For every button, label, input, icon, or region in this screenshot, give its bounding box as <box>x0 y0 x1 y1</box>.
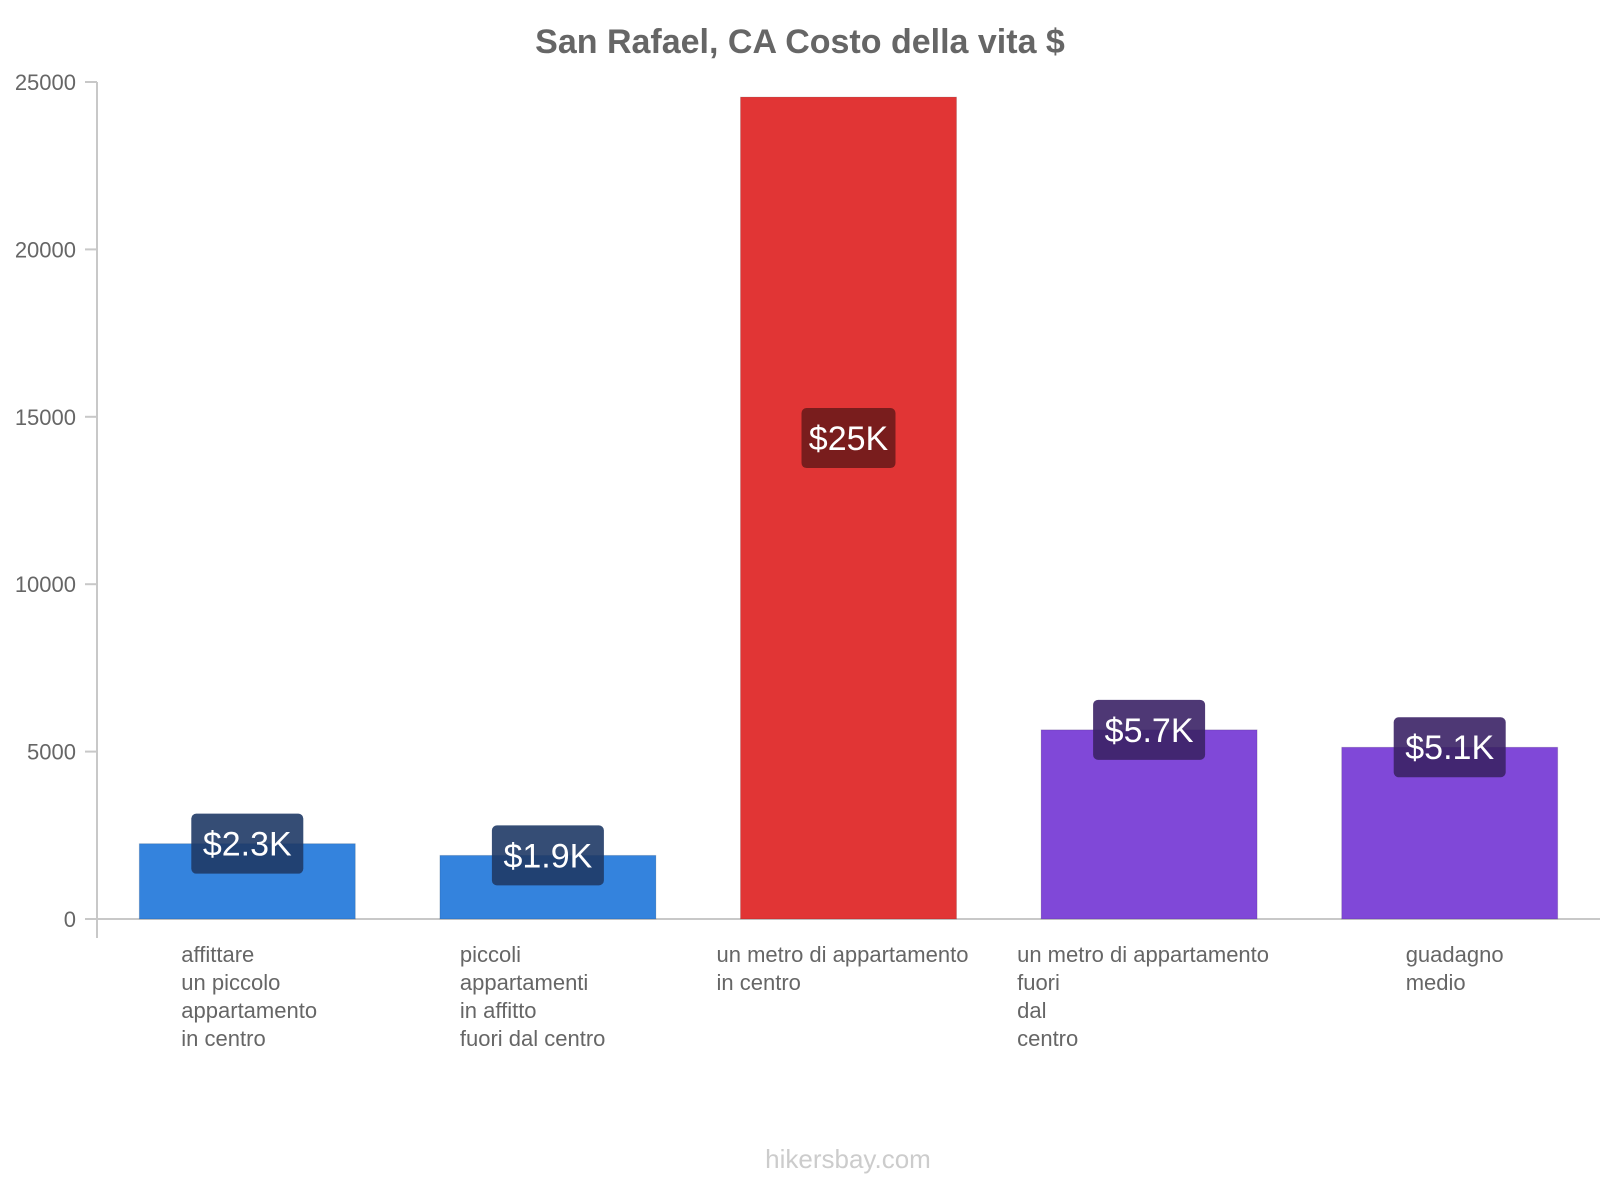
x-category-label: in centro <box>181 1026 265 1051</box>
y-tick-label: 5000 <box>27 740 76 765</box>
y-tick-label: 20000 <box>15 237 76 262</box>
y-tick-label: 15000 <box>15 405 76 430</box>
x-category-label: in centro <box>717 970 801 995</box>
x-category-label: fuori dal centro <box>460 1026 606 1051</box>
data-label: $5.1K <box>1405 729 1494 767</box>
data-label-badge <box>491 825 604 886</box>
x-category-label: guadagno <box>1406 942 1504 967</box>
chart-title: San Rafael, CA Costo della vita $ <box>535 23 1065 61</box>
x-category-label: piccoli <box>460 942 521 967</box>
y-tick-label: 10000 <box>15 572 76 597</box>
x-category-label: centro <box>1017 1026 1078 1051</box>
x-category-label: un metro di appartamento <box>1017 942 1269 967</box>
data-label-badge <box>801 408 896 469</box>
x-category-label: un piccolo <box>181 970 280 995</box>
data-label: $5.7K <box>1105 712 1194 750</box>
data-label-badge <box>1393 717 1506 778</box>
y-tick-label: 25000 <box>15 70 76 95</box>
data-label: $1.9K <box>503 837 592 875</box>
data-label-badge <box>191 813 304 874</box>
x-category-label: in affitto <box>460 998 537 1023</box>
x-category-label: fuori <box>1017 970 1060 995</box>
x-category-label: affittare <box>181 942 254 967</box>
x-category-label: appartamenti <box>460 970 588 995</box>
x-category-label: dal <box>1017 998 1046 1023</box>
data-label-badge <box>1093 699 1206 760</box>
x-category-label: un metro di appartamento <box>717 942 969 967</box>
footer-watermark: hikersbay.com <box>765 1144 931 1174</box>
x-category-label: medio <box>1406 970 1466 995</box>
bar <box>1040 729 1258 920</box>
data-label: $25K <box>809 420 889 458</box>
data-label: $2.3K <box>203 826 292 864</box>
y-tick-label: 0 <box>64 907 76 932</box>
x-category-label: appartamento <box>181 998 317 1023</box>
bar <box>740 96 957 920</box>
